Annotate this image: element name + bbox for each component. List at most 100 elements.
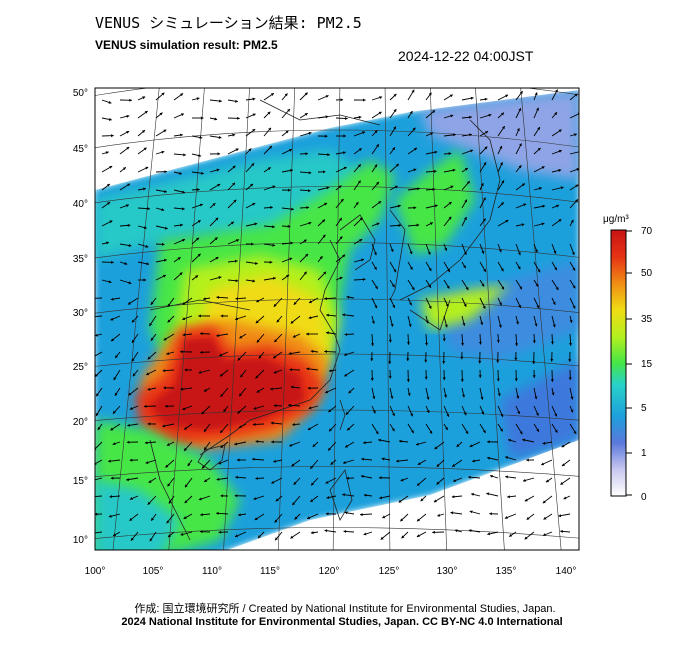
- wind-arrow-head: [442, 338, 446, 342]
- wind-arrow-head: [570, 396, 574, 400]
- wind-arrow-head: [471, 492, 474, 496]
- map-frame: [94, 87, 580, 551]
- wind-arrow-head: [108, 514, 112, 518]
- wind-arrow-head: [110, 317, 114, 321]
- wind-arrow-head: [437, 513, 441, 517]
- wind-arrow-head: [378, 111, 382, 115]
- wind-arrow-head: [541, 462, 545, 466]
- wind-arrow-head: [90, 315, 93, 318]
- wind-arrow-head: [489, 512, 492, 516]
- wind-arrow-head: [340, 198, 344, 202]
- wind-arrow-head: [381, 457, 385, 461]
- wind-arrow-head: [182, 301, 186, 305]
- wind-arrow-head: [273, 355, 277, 359]
- wind-arrow-head: [108, 117, 112, 121]
- wind-arrow-head: [504, 516, 508, 519]
- wind-arrow-head: [417, 482, 420, 486]
- wind-arrow-head: [252, 279, 256, 283]
- wind-arrow-head: [575, 184, 579, 188]
- wind-arrow-head: [111, 260, 114, 264]
- wind-arrow-head: [109, 495, 113, 499]
- wind-arrow-head: [413, 168, 417, 172]
- wind-arrow-head: [536, 428, 539, 432]
- wind-arrow-head: [482, 218, 486, 222]
- wind-arrow-head: [517, 411, 520, 414]
- wind-arrow-head: [285, 130, 289, 134]
- wind-arrow-head: [240, 374, 244, 378]
- wind-arrow-head: [92, 297, 95, 300]
- lon-label: 105°: [143, 566, 164, 577]
- wind-arrow-head: [359, 217, 363, 221]
- wind-arrow-head: [187, 463, 191, 467]
- wind-arrow-head: [497, 393, 501, 397]
- wind-arrow-head: [429, 430, 433, 434]
- wind-arrow-head: [562, 463, 565, 466]
- wind-arrow-head: [342, 493, 345, 497]
- wind-arrow-head: [274, 339, 278, 343]
- wind-arrow-head: [291, 207, 294, 211]
- lat-label: 30°: [73, 308, 88, 319]
- colorbar-tick: 35: [641, 314, 653, 325]
- wind-arrow-head: [478, 341, 482, 345]
- wind-arrow-head: [109, 166, 113, 169]
- wind-arrow-head: [235, 148, 239, 152]
- wind-arrow-head: [345, 116, 348, 120]
- wind-arrow-head: [442, 377, 446, 381]
- wind-arrow-head: [362, 277, 366, 281]
- wind-arrow-head: [273, 404, 277, 408]
- lon-label: 115°: [260, 566, 280, 577]
- wind-arrow-head: [460, 356, 464, 360]
- wind-arrow-head: [496, 360, 500, 363]
- wind-arrow-head: [164, 226, 168, 230]
- wind-arrow-head: [357, 180, 361, 184]
- wind-arrow-head: [254, 517, 258, 520]
- wind-arrow-head: [468, 475, 471, 479]
- wind-arrow-head: [217, 184, 221, 187]
- wind-arrow-head: [195, 275, 199, 279]
- wind-arrow-head: [129, 458, 133, 462]
- wind-arrow-head: [501, 180, 504, 184]
- wind-arrow-head: [270, 387, 273, 391]
- wind-arrow-head: [411, 89, 415, 93]
- wind-arrow-head: [248, 148, 252, 152]
- wind-arrow-head: [200, 116, 204, 120]
- wind-arrow-head: [145, 461, 149, 464]
- wind-arrow-head: [399, 439, 402, 443]
- wind-arrow-head: [96, 413, 99, 416]
- wind-arrow-head: [355, 202, 359, 205]
- wind-arrow-head: [267, 167, 271, 171]
- wind-arrow-head: [182, 207, 185, 211]
- wind-arrow-head: [238, 425, 242, 428]
- wind-arrow-head: [126, 131, 130, 134]
- wind-arrow-head: [519, 91, 523, 95]
- wind-arrow-head: [238, 513, 241, 517]
- wind-arrow-head: [505, 220, 509, 223]
- wind-arrow: [569, 151, 579, 155]
- wind-arrow-head: [449, 94, 453, 98]
- wind-arrow-head: [374, 252, 377, 256]
- wind-arrow-head: [500, 162, 503, 166]
- wind-arrow-head: [252, 97, 256, 101]
- colorbar: μg/m³ 70 50 35 15 5 1 0: [603, 214, 653, 503]
- wind-arrow-head: [164, 258, 167, 262]
- wind-arrow-head: [256, 389, 260, 393]
- wind-arrow-head: [326, 496, 330, 499]
- wind-arrow-head: [325, 390, 329, 394]
- wind-arrow-head: [323, 271, 327, 275]
- wind-arrow-head: [311, 482, 314, 486]
- wind-arrow-head: [465, 430, 469, 434]
- wind-arrow-head: [499, 302, 502, 306]
- wind-arrow-head: [95, 512, 98, 516]
- wind-arrow-head: [325, 115, 329, 119]
- wind-arrow-head: [115, 355, 118, 358]
- wind-arrow-head: [258, 355, 262, 359]
- wind-arrow-head: [448, 216, 452, 220]
- lon-label: 100°: [85, 566, 106, 577]
- wind-arrow-head: [463, 251, 467, 255]
- wind-arrow-head: [409, 251, 413, 255]
- wind-arrow-head: [518, 304, 522, 308]
- wind-arrow-head: [486, 492, 490, 496]
- wind-arrow-head: [220, 494, 224, 498]
- wind-arrow-head: [390, 323, 394, 327]
- wind-arrow-head: [258, 535, 261, 538]
